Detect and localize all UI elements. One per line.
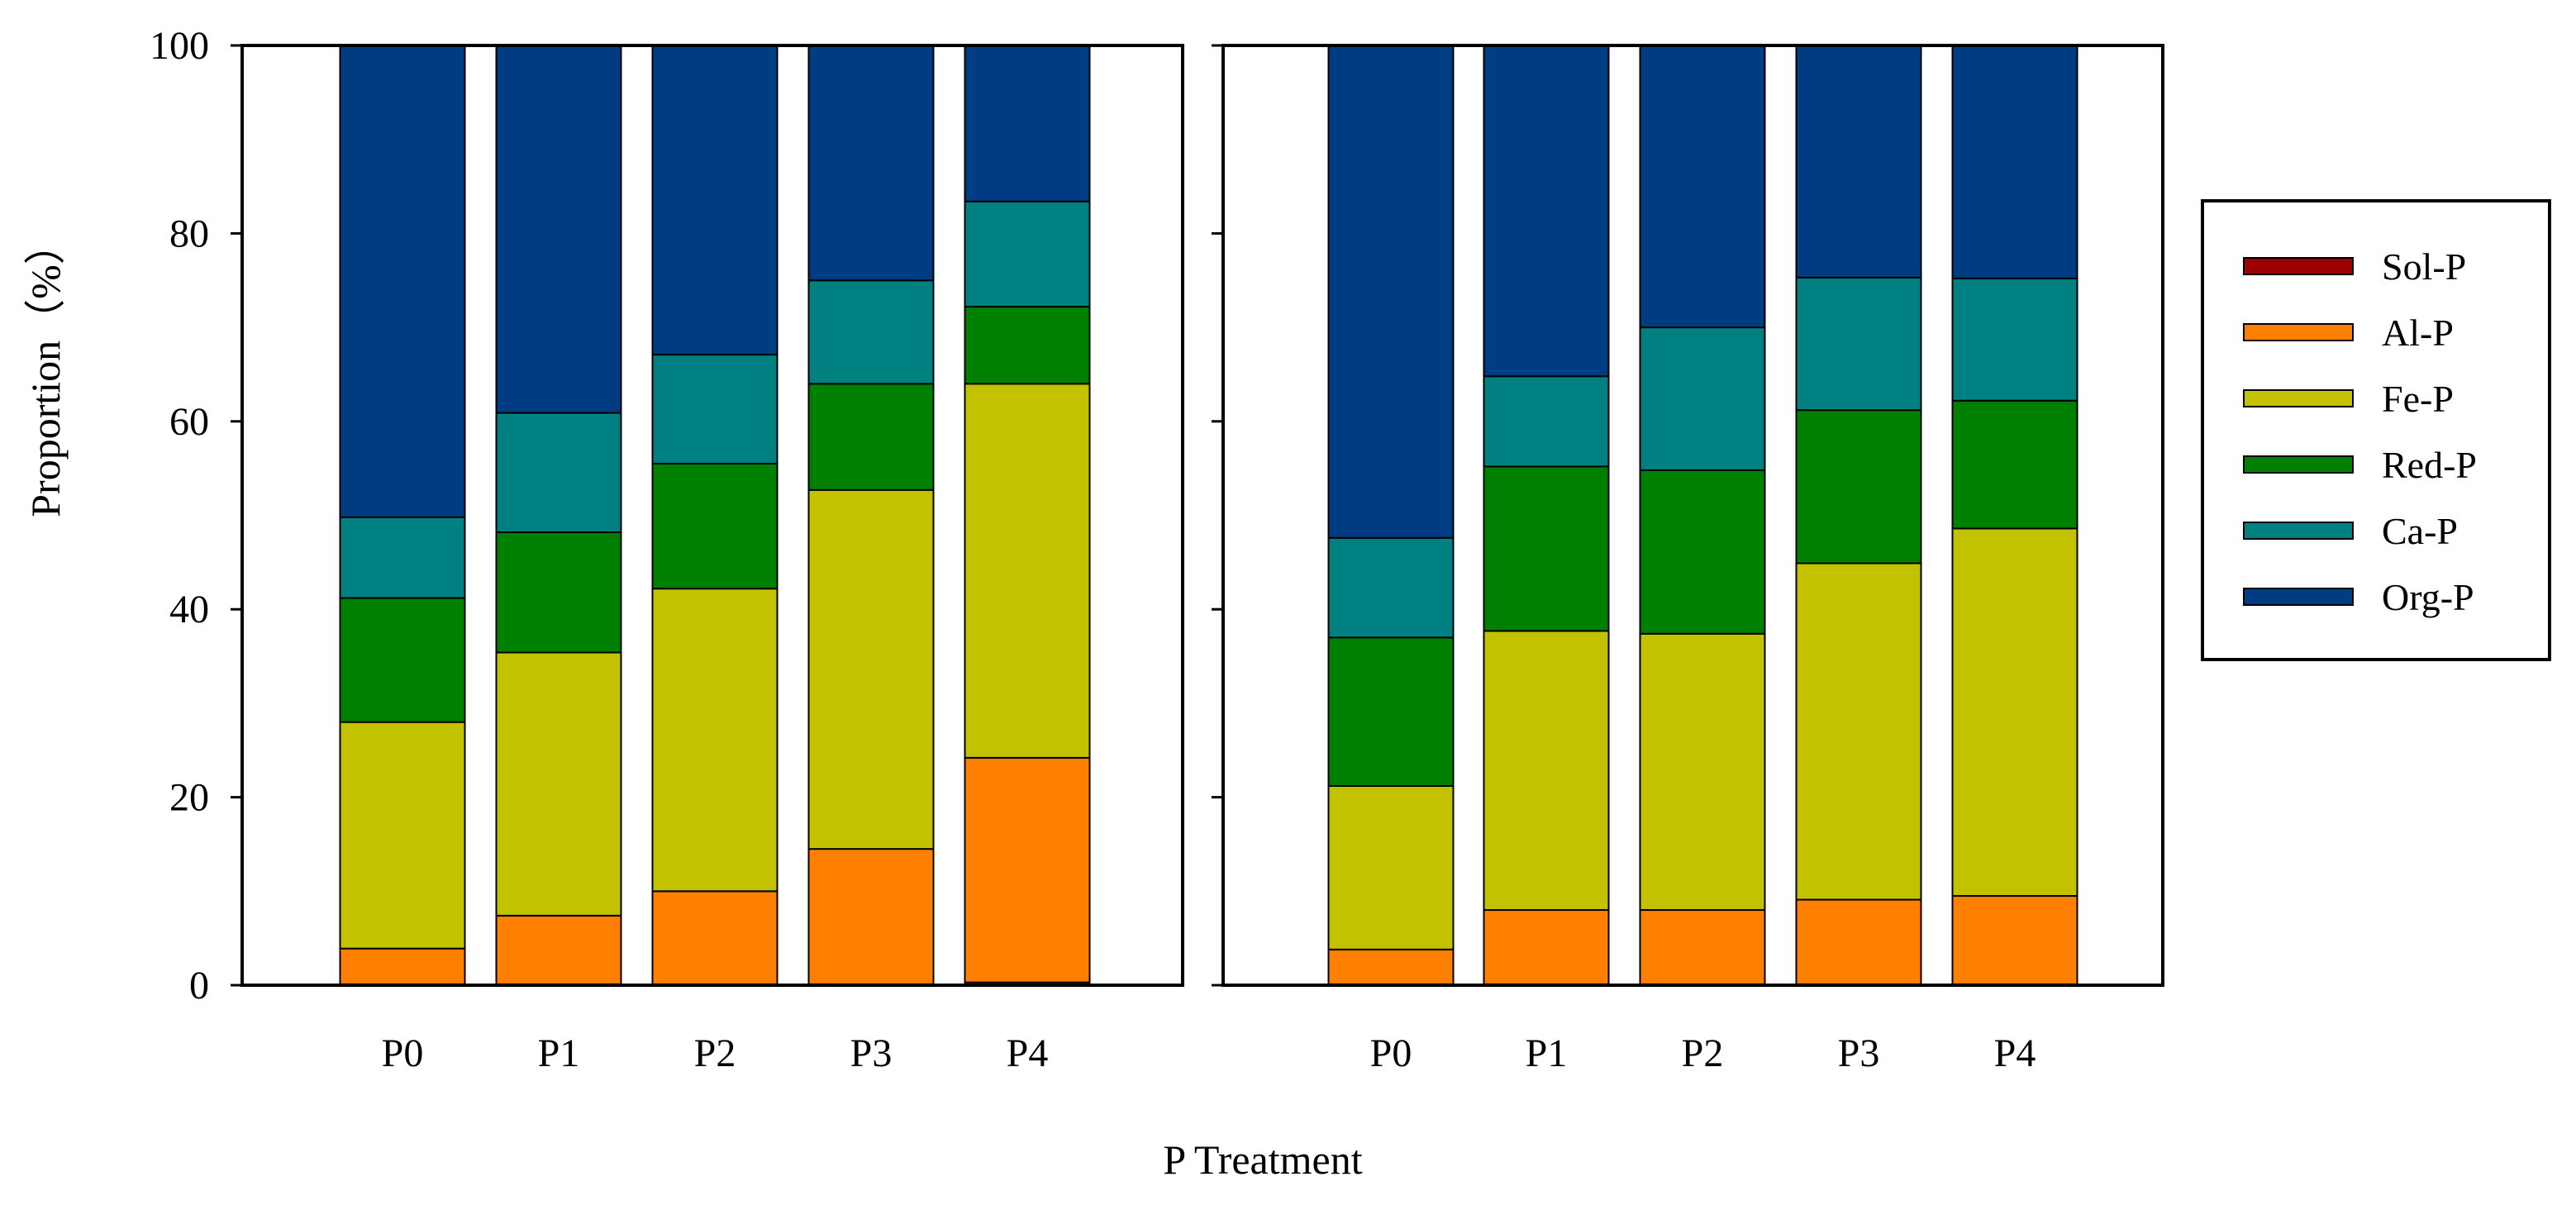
bar-red-p-p4 <box>1951 399 2078 530</box>
x-tick-label: P2 <box>1682 1031 1724 1075</box>
x-tick-label: P0 <box>1370 1031 1412 1075</box>
bar-al-p-p4 <box>964 756 1091 984</box>
x-tick-label: P3 <box>850 1031 893 1075</box>
y-tick-label: 0 <box>189 964 209 1008</box>
legend-swatch-fe-p <box>2243 389 2354 407</box>
bar-ca-p-p1 <box>495 412 622 533</box>
legend-swatch-sol-p <box>2243 257 2354 275</box>
bar-red-p-p1 <box>495 531 622 654</box>
bar-org-p-p3 <box>1795 45 1922 279</box>
bar-al-p-p3 <box>807 848 935 985</box>
bar-org-p-p1 <box>1483 45 1610 378</box>
bar-al-p-p2 <box>1639 909 1766 985</box>
bar-ca-p-p4 <box>1951 277 2078 402</box>
bar-org-p-p0 <box>1327 45 1455 539</box>
bar-org-p-p2 <box>1639 45 1766 329</box>
bar-org-p-p1 <box>495 45 622 414</box>
x-tick-label: P1 <box>1526 1031 1568 1075</box>
y-tick-label: 20 <box>169 776 209 820</box>
bar-al-p-p1 <box>495 914 622 985</box>
x-tick-label: P1 <box>538 1031 580 1075</box>
bar-red-p-p3 <box>807 383 935 491</box>
bar-ca-p-p3 <box>1795 276 1922 412</box>
legend-label: Fe-P <box>2382 378 2454 420</box>
bar-fe-p-p3 <box>1795 562 1922 901</box>
bar-al-p-p1 <box>1483 909 1610 985</box>
legend-label: Sol-P <box>2382 245 2466 288</box>
x-axis-title: P Treatment <box>1163 1136 1362 1183</box>
x-tick-label: P4 <box>1007 1031 1049 1075</box>
bar-red-p-p2 <box>1639 469 1766 635</box>
bar-fe-p-p0 <box>1327 784 1455 950</box>
x-tick-label: P0 <box>382 1031 424 1075</box>
bar-fe-p-p1 <box>495 651 622 917</box>
bar-org-p-p4 <box>964 45 1091 202</box>
legend-swatch-al-p <box>2243 323 2354 341</box>
legend-swatch-red-p <box>2243 455 2354 474</box>
bar-red-p-p0 <box>339 597 466 723</box>
bar-ca-p-p0 <box>339 516 466 599</box>
bar-fe-p-p2 <box>651 588 779 893</box>
bar-ca-p-p2 <box>651 354 779 464</box>
x-tick-label: P2 <box>694 1031 736 1075</box>
bar-fe-p-p0 <box>339 721 466 950</box>
y-tick-label: 80 <box>169 212 209 255</box>
bar-red-p-p0 <box>1327 636 1455 787</box>
bar-fe-p-p4 <box>964 383 1091 759</box>
x-tick-label: P3 <box>1838 1031 1880 1075</box>
bar-fe-p-p1 <box>1483 630 1610 912</box>
y-tick-label: 100 <box>150 24 209 68</box>
legend-label: Ca-P <box>2382 510 2458 552</box>
bar-ca-p-p0 <box>1327 536 1455 639</box>
bar-org-p-p3 <box>807 45 935 282</box>
bar-ca-p-p1 <box>1483 375 1610 468</box>
y-axis-title: Proportion（%） <box>22 223 69 517</box>
legend-label: Al-P <box>2382 312 2454 354</box>
legend-box <box>2201 199 2551 661</box>
bar-red-p-p4 <box>964 306 1091 385</box>
legend-swatch-ca-p <box>2243 522 2354 540</box>
left-panel: P0 P1 P2 P3 P4 0 20 40 60 80 100 <box>150 24 1184 1075</box>
bar-red-p-p2 <box>651 462 779 590</box>
bar-org-p-p4 <box>1951 45 2078 279</box>
bar-fe-p-p2 <box>1639 632 1766 912</box>
plot-frame <box>240 44 1184 987</box>
bar-al-p-p2 <box>651 890 779 985</box>
bar-red-p-p3 <box>1795 409 1922 565</box>
bar-ca-p-p3 <box>807 279 935 385</box>
bar-ca-p-p2 <box>1639 326 1766 471</box>
x-tick-label: P4 <box>1994 1031 2036 1075</box>
bar-org-p-p0 <box>339 45 466 518</box>
y-tick-label: 40 <box>169 588 209 631</box>
bar-al-p-p0 <box>1327 948 1455 985</box>
legend: Sol-P Al-P Fe-P Red-P Ca-P Org-P <box>2201 199 2551 661</box>
bar-al-p-p3 <box>1795 898 1922 985</box>
bar-red-p-p1 <box>1483 465 1610 632</box>
bar-al-p-p4 <box>1951 894 2078 985</box>
bar-ca-p-p4 <box>964 200 1091 308</box>
plot-frame <box>1221 44 2164 987</box>
y-tick-label: 60 <box>169 400 209 444</box>
bar-fe-p-p4 <box>1951 527 2078 897</box>
legend-swatch-org-p <box>2243 588 2354 606</box>
bar-al-p-p0 <box>339 947 466 985</box>
right-panel: P0 P1 P2 P3 P4 <box>1212 44 2164 1075</box>
legend-label: Org-P <box>2382 576 2474 618</box>
bar-fe-p-p3 <box>807 488 935 850</box>
legend-label: Red-P <box>2382 444 2477 486</box>
bar-org-p-p2 <box>651 45 779 356</box>
